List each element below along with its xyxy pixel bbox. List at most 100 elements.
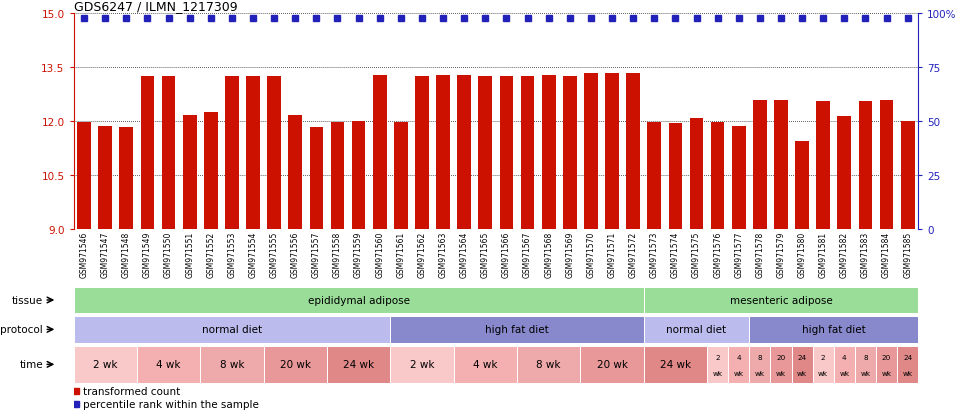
Bar (707, 346, 728, 383)
Text: wk: wk (818, 370, 828, 376)
Text: 8 wk: 8 wk (536, 359, 561, 370)
Text: GSM971576: GSM971576 (713, 231, 722, 277)
Text: percentile rank within the sample: percentile rank within the sample (83, 399, 259, 409)
Text: GSM971548: GSM971548 (122, 231, 130, 277)
Bar (897, 346, 918, 383)
Text: GSM971546: GSM971546 (79, 231, 88, 277)
Text: wk: wk (882, 370, 892, 376)
Text: 24: 24 (798, 354, 807, 361)
Text: GSM971562: GSM971562 (417, 231, 426, 277)
Text: GSM971572: GSM971572 (628, 231, 638, 277)
Bar (352, 122, 366, 229)
Text: GSM971571: GSM971571 (608, 231, 616, 277)
Text: GSM971563: GSM971563 (439, 231, 448, 277)
Text: high fat diet: high fat diet (802, 325, 865, 335)
Bar (478, 77, 492, 229)
Text: 2 wk: 2 wk (410, 359, 434, 370)
Text: 2 wk: 2 wk (93, 359, 118, 370)
Bar (855, 346, 876, 383)
Text: GSM971580: GSM971580 (798, 231, 807, 277)
Bar (753, 100, 766, 229)
Bar (436, 76, 450, 229)
Bar (268, 77, 281, 229)
Text: wk: wk (797, 370, 808, 376)
Text: 24 wk: 24 wk (660, 359, 691, 370)
Bar (74, 316, 390, 343)
Bar (162, 77, 175, 229)
Bar (77, 123, 91, 229)
Text: GSM971578: GSM971578 (756, 231, 764, 277)
Bar (310, 128, 323, 229)
Text: wk: wk (839, 370, 850, 376)
Bar (728, 346, 750, 383)
Bar (454, 346, 517, 383)
Text: GSM971552: GSM971552 (206, 231, 216, 277)
Bar (372, 76, 386, 229)
Bar (137, 346, 200, 383)
Text: GSM971570: GSM971570 (586, 231, 596, 277)
Text: GSM971564: GSM971564 (460, 231, 468, 277)
Text: wk: wk (734, 370, 744, 376)
Bar (584, 74, 598, 229)
Bar (901, 122, 914, 229)
Text: GSM971558: GSM971558 (333, 231, 342, 277)
Text: GSM971557: GSM971557 (312, 231, 320, 277)
Bar (795, 142, 808, 229)
Text: GDS6247 / ILMN_1217309: GDS6247 / ILMN_1217309 (74, 0, 237, 13)
Text: wk: wk (712, 370, 722, 376)
Text: normal diet: normal diet (666, 325, 726, 335)
Bar (74, 346, 137, 383)
Text: GSM971585: GSM971585 (904, 231, 912, 277)
Bar (668, 123, 682, 229)
Text: GSM971573: GSM971573 (650, 231, 659, 277)
Bar (517, 346, 580, 383)
Text: 8: 8 (758, 354, 762, 361)
Bar (750, 346, 770, 383)
Bar (644, 316, 750, 343)
Text: mesenteric adipose: mesenteric adipose (730, 295, 832, 305)
Text: 24: 24 (904, 354, 912, 361)
Bar (542, 76, 556, 229)
Text: tissue: tissue (12, 295, 43, 305)
Text: 8: 8 (863, 354, 867, 361)
Text: 20: 20 (776, 354, 786, 361)
Bar (120, 128, 133, 229)
Text: GSM971584: GSM971584 (882, 231, 891, 277)
Bar (500, 77, 514, 229)
Bar (876, 346, 897, 383)
Text: GSM971575: GSM971575 (692, 231, 701, 277)
Text: GSM971551: GSM971551 (185, 231, 194, 277)
Bar (74, 287, 644, 313)
Bar (880, 100, 894, 229)
Bar (140, 76, 154, 229)
Text: GSM971547: GSM971547 (101, 231, 110, 277)
Bar (520, 77, 534, 229)
Bar (812, 346, 834, 383)
Bar (580, 346, 644, 383)
Text: GSM971567: GSM971567 (523, 231, 532, 277)
Bar (732, 126, 746, 229)
Text: 20: 20 (882, 354, 891, 361)
Text: GSM971574: GSM971574 (671, 231, 680, 277)
Text: wk: wk (776, 370, 786, 376)
Text: GSM971568: GSM971568 (544, 231, 553, 277)
Text: GSM971555: GSM971555 (270, 231, 278, 277)
Text: GSM971582: GSM971582 (840, 231, 849, 277)
Text: wk: wk (755, 370, 765, 376)
Bar (644, 287, 918, 313)
Bar (183, 115, 197, 229)
Bar (416, 76, 429, 229)
Text: GSM971554: GSM971554 (249, 231, 258, 277)
Text: GSM971560: GSM971560 (375, 231, 384, 277)
Text: GSM971565: GSM971565 (481, 231, 490, 277)
Text: protocol: protocol (0, 325, 43, 335)
Bar (246, 76, 260, 229)
Text: GSM971577: GSM971577 (734, 231, 743, 277)
Bar (288, 115, 302, 229)
Text: transformed count: transformed count (83, 386, 180, 396)
Text: time: time (20, 359, 43, 370)
Text: GSM971550: GSM971550 (164, 231, 173, 277)
Text: wk: wk (860, 370, 870, 376)
Bar (200, 346, 264, 383)
Text: GSM971549: GSM971549 (143, 231, 152, 277)
